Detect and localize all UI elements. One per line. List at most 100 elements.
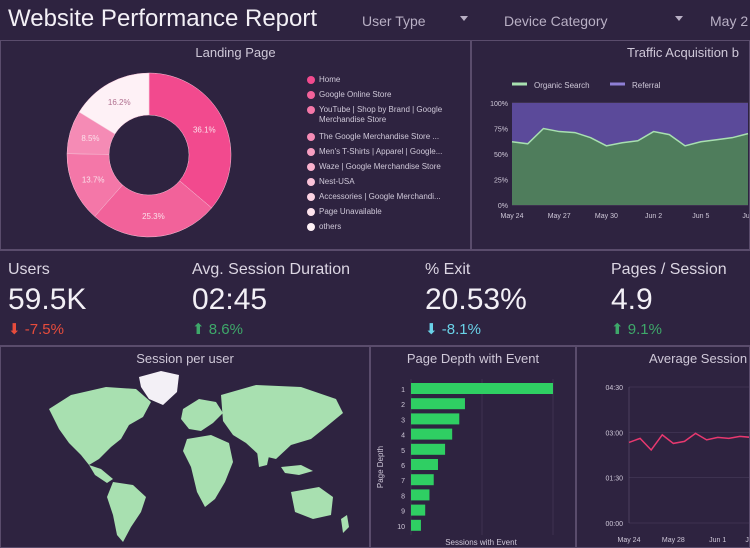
x-tick-label: Jun 1 bbox=[709, 537, 726, 544]
legend-label: Google Online Store bbox=[319, 90, 392, 99]
legend-label: others bbox=[319, 222, 342, 231]
kpi-users-change-value: -7.5% bbox=[24, 321, 64, 338]
y-tick-label: 100% bbox=[490, 101, 508, 108]
kpi-row: Users 59.5K ⬇ -7.5% Avg. Session Duratio… bbox=[0, 250, 750, 346]
up-arrow-icon: ⬆ bbox=[611, 321, 624, 338]
kpi-pages-session-value: 4.9 bbox=[611, 283, 653, 316]
traffic-acquisition-title: Traffic Acquisition b bbox=[627, 45, 739, 60]
legend-item[interactable]: Nest-USA bbox=[307, 177, 469, 187]
down-arrow-icon: ⬇ bbox=[425, 321, 438, 338]
kpi-session-duration-value: 02:45 bbox=[192, 283, 268, 316]
legend-item[interactable]: YouTube | Shop by Brand | Google Merchan… bbox=[307, 105, 469, 125]
map-australia bbox=[291, 487, 333, 519]
y-tick-label: 50% bbox=[494, 152, 508, 159]
page-depth-y-label: Page Depth bbox=[376, 446, 385, 488]
date-range-filter[interactable]: May 2 bbox=[710, 13, 749, 29]
legend-dot bbox=[307, 163, 315, 171]
bar-category-label: 5 bbox=[401, 448, 405, 455]
down-arrow-icon: ⬇ bbox=[8, 321, 21, 338]
map-central-america bbox=[89, 465, 113, 483]
legend-label: Page Unavailable bbox=[319, 207, 382, 216]
legend-dot bbox=[307, 193, 315, 201]
kpi-pages-session-change: ⬆ 9.1% bbox=[611, 320, 662, 338]
x-tick-label: Jun bbox=[742, 213, 750, 220]
depth-bar[interactable] bbox=[411, 489, 430, 501]
traffic-acquisition-panel: Traffic Acquisition b 100% 75% 50% 25% 0% May… bbox=[471, 40, 750, 250]
donut-slice[interactable] bbox=[78, 72, 150, 135]
donut-slice-label: 25.3% bbox=[142, 212, 165, 221]
depth-bar[interactable] bbox=[411, 443, 446, 455]
y-tick-label: 04:30 bbox=[605, 385, 623, 392]
donut-slice-label: 13.7% bbox=[82, 176, 105, 185]
legend-label: Home bbox=[319, 75, 341, 84]
page-depth-panel: Page Depth with Event Page Depth Session… bbox=[370, 346, 576, 548]
depth-bar[interactable] bbox=[411, 459, 438, 470]
user-type-caret-icon[interactable] bbox=[460, 16, 468, 21]
donut-slice[interactable] bbox=[148, 72, 232, 209]
bar-category-label: 9 bbox=[401, 509, 405, 516]
page-depth-bar-chart: Page Depth Sessions with Event 1 2 3 4 5 6 7 8 9… bbox=[376, 379, 554, 547]
legend-dot bbox=[307, 106, 315, 114]
legend-item[interactable]: Google Online Store bbox=[307, 90, 469, 100]
depth-bar[interactable] bbox=[411, 519, 421, 531]
x-tick-label: Jun bbox=[745, 537, 750, 544]
legend-label: Waze | Google Merchandise Store bbox=[319, 162, 441, 171]
legend-label: The Google Merchandise Store ... bbox=[319, 132, 440, 141]
kpi-users-label: Users bbox=[8, 261, 50, 278]
map-greenland bbox=[139, 371, 179, 405]
legend-item[interactable]: Waze | Google Merchandise Store bbox=[307, 162, 469, 172]
world-map bbox=[49, 371, 349, 542]
depth-bar[interactable] bbox=[411, 428, 453, 440]
kpi-session-duration-label: Avg. Session Duration bbox=[192, 261, 351, 278]
y-tick-label: 0% bbox=[498, 203, 508, 210]
legend-label: Nest-USA bbox=[319, 177, 355, 186]
legend-dot bbox=[307, 91, 315, 99]
bar-category-label: 6 bbox=[401, 463, 405, 470]
legend-item[interactable]: The Google Merchandise Store ... bbox=[307, 132, 469, 142]
kpi-pages-session-label: Pages / Session bbox=[611, 261, 727, 278]
legend-dot bbox=[307, 178, 315, 186]
map-north-america bbox=[49, 387, 151, 465]
legend-item[interactable]: Men's T-Shirts | Apparel | Google... bbox=[307, 147, 469, 157]
user-type-filter[interactable]: User Type bbox=[362, 13, 426, 29]
device-category-caret-icon[interactable] bbox=[675, 16, 683, 21]
x-tick-label: Jun 2 bbox=[645, 213, 662, 220]
depth-bar[interactable] bbox=[411, 474, 434, 486]
kpi-exit-label: % Exit bbox=[425, 261, 471, 278]
depth-bar[interactable] bbox=[411, 413, 460, 425]
legend-item[interactable]: Page Unavailable bbox=[307, 207, 469, 217]
referral-area bbox=[512, 103, 748, 146]
session-map-title: Session per user bbox=[136, 351, 234, 366]
kpi-pages-session-change-value: 9.1% bbox=[627, 321, 662, 338]
x-tick-label: May 24 bbox=[618, 537, 641, 544]
y-tick-label: 01:30 bbox=[605, 476, 623, 483]
depth-bar[interactable] bbox=[411, 383, 553, 394]
organic-line bbox=[511, 127, 749, 147]
kpi-session-duration-change: ⬆ 8.6% bbox=[192, 320, 243, 338]
legend-referral-label: Referral bbox=[632, 81, 661, 90]
legend-item[interactable]: others bbox=[307, 222, 469, 232]
up-arrow-icon: ⬆ bbox=[192, 321, 205, 338]
page-depth-x-label: Sessions with Event bbox=[445, 538, 517, 547]
legend-dot bbox=[307, 76, 315, 84]
legend-item[interactable]: Accessories | Google Merchandi... bbox=[307, 192, 469, 202]
legend-item[interactable]: Home bbox=[307, 75, 469, 85]
donut-slice-label: 8.5% bbox=[81, 134, 99, 143]
map-india bbox=[256, 443, 271, 467]
depth-bar[interactable] bbox=[411, 398, 465, 410]
bar-category-label: 10 bbox=[397, 524, 405, 531]
legend-label: Accessories | Google Merchandi... bbox=[319, 192, 441, 201]
bar-category-label: 8 bbox=[401, 493, 405, 500]
kpi-exit-change: ⬇ -8.1% bbox=[425, 320, 481, 338]
depth-bar[interactable] bbox=[411, 504, 426, 516]
device-category-filter[interactable]: Device Category bbox=[504, 13, 608, 29]
legend-dot bbox=[307, 223, 315, 231]
landing-page-panel: Landing Page 36.1% 25.3% 13.7% 8.5% 16.2% Ho… bbox=[0, 40, 471, 250]
legend-label: YouTube | Shop by Brand | Google Merchan… bbox=[319, 105, 443, 124]
kpi-users-change: ⬇ -7.5% bbox=[8, 320, 64, 338]
map-new-zealand bbox=[341, 515, 349, 533]
organic-area bbox=[512, 128, 748, 205]
x-tick-label: May 24 bbox=[501, 213, 524, 220]
donut-slice[interactable] bbox=[94, 180, 212, 238]
map-indonesia bbox=[281, 465, 313, 475]
